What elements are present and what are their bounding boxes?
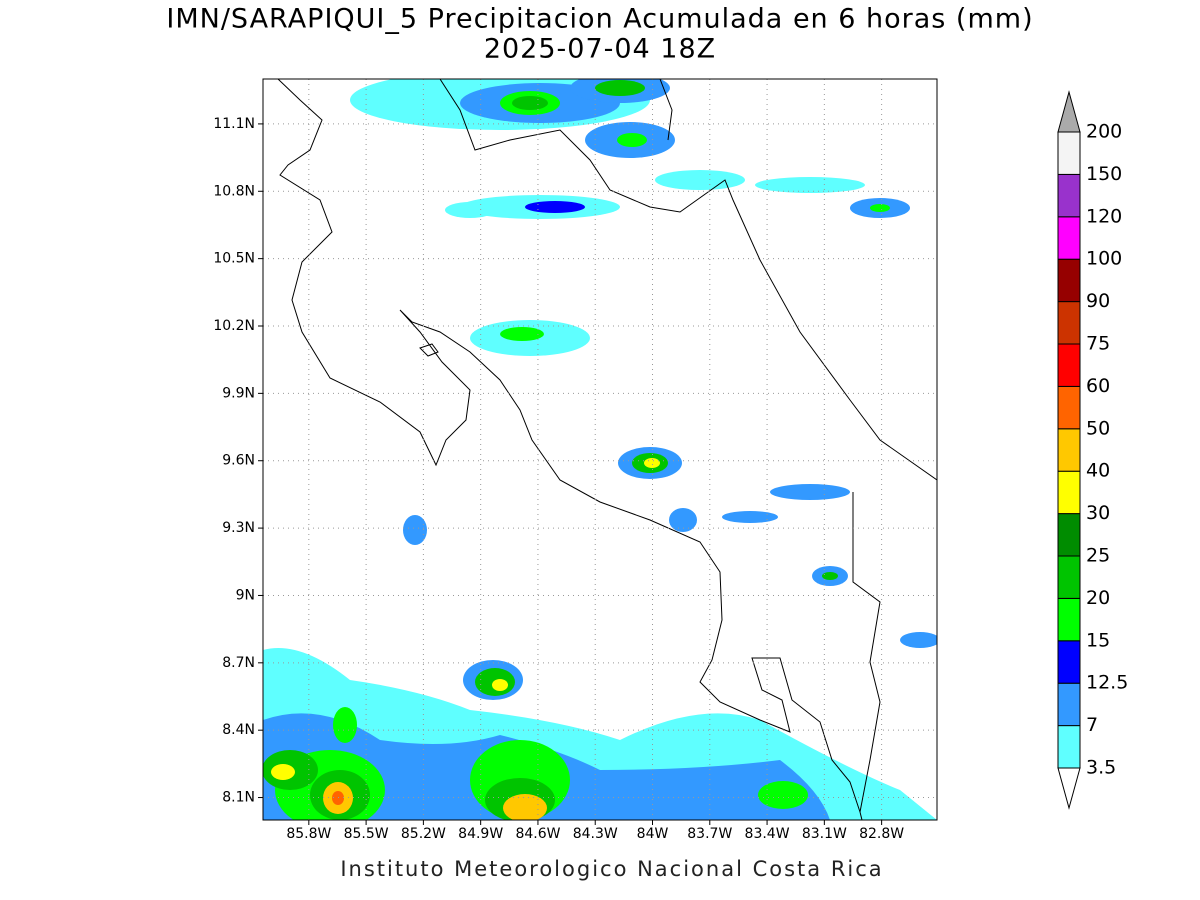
colorbar-label: 15 bbox=[1086, 629, 1110, 651]
y-tick-label: 8.4N bbox=[222, 722, 255, 738]
colorbar-swatch bbox=[1057, 513, 1081, 557]
y-tick-label: 10.2N bbox=[213, 318, 255, 334]
colorbar-label: 120 bbox=[1086, 205, 1122, 227]
colorbar-swatch bbox=[1057, 385, 1081, 430]
colorbar-label: 150 bbox=[1086, 163, 1122, 185]
colorbar-swatch bbox=[1057, 343, 1081, 387]
colorbar-swatch bbox=[1057, 428, 1081, 472]
x-tick-label: 82.8W bbox=[859, 826, 904, 842]
map-frame bbox=[262, 78, 938, 821]
colorbar-swatch bbox=[1057, 597, 1081, 642]
colorbar-extend-low bbox=[1057, 767, 1081, 810]
x-tick-label: 83.7W bbox=[687, 826, 732, 842]
colorbar-label: 75 bbox=[1086, 333, 1110, 355]
colorbar-label: 40 bbox=[1086, 460, 1110, 482]
colorbar-extend-high bbox=[1057, 90, 1081, 133]
colorbar-label: 100 bbox=[1086, 248, 1122, 270]
x-tick-label: 85.2W bbox=[401, 826, 446, 842]
x-tick-label: 83.1W bbox=[802, 826, 847, 842]
colorbar: 3.5 7 12.5 15 20 25 30 40 50 60 75 90 100 120 150 200 bbox=[1057, 90, 1128, 810]
y-tick-label: 10.5N bbox=[213, 251, 255, 267]
colorbar-label: 20 bbox=[1086, 587, 1110, 609]
x-tick-label: 85.8W bbox=[286, 826, 331, 842]
colorbar-label: 7 bbox=[1086, 714, 1098, 736]
x-tick-label: 84.9W bbox=[458, 826, 503, 842]
y-tick-label: 9.3N bbox=[222, 520, 255, 536]
colorbar-swatch bbox=[1057, 682, 1081, 727]
colorbar-swatch bbox=[1057, 173, 1081, 218]
colorbar-label: 25 bbox=[1086, 545, 1110, 567]
rain-cells bbox=[263, 79, 937, 820]
colorbar-swatch bbox=[1057, 725, 1081, 769]
colorbar-swatch bbox=[1057, 470, 1081, 515]
coastline bbox=[277, 79, 937, 820]
x-tick-label: 84.6W bbox=[515, 826, 560, 842]
y-tick-label: 10.8N bbox=[213, 183, 255, 199]
x-tick-label: 84.3W bbox=[573, 826, 618, 842]
y-tick-label: 8.7N bbox=[222, 655, 255, 671]
colorbar-swatch bbox=[1057, 555, 1081, 599]
y-tick-label: 9.6N bbox=[222, 453, 255, 469]
colorbar-swatch bbox=[1057, 258, 1081, 303]
colorbar-swatch bbox=[1057, 131, 1081, 175]
graticule: 85.8W 85.5W 85.2W 84.9W 84.6W 84.3W 84W 83.7W 83… bbox=[213, 79, 937, 842]
subtitle: 2025-07-04 18Z bbox=[484, 34, 716, 65]
colorbar-swatch bbox=[1057, 301, 1081, 345]
colorbar-swatch bbox=[1057, 640, 1081, 684]
colorbar-label: 30 bbox=[1086, 502, 1110, 524]
colorbar-label: 90 bbox=[1086, 290, 1110, 312]
colorbar-label: 60 bbox=[1086, 375, 1110, 397]
colorbar-label: 200 bbox=[1086, 121, 1122, 143]
x-tick-label: 84W bbox=[637, 826, 669, 842]
colorbar-label: 12.5 bbox=[1086, 672, 1128, 694]
x-tick-label: 83.4W bbox=[745, 826, 790, 842]
y-tick-label: 9.9N bbox=[222, 385, 255, 401]
x-tick-label: 85.5W bbox=[344, 826, 389, 842]
precip-field bbox=[263, 79, 937, 820]
y-tick-label: 9N bbox=[236, 587, 255, 603]
y-tick-label: 8.1N bbox=[222, 790, 255, 806]
y-tick-label: 11.1N bbox=[213, 116, 255, 132]
title: IMN/SARAPIQUI_5 Precipitacion Acumulada … bbox=[166, 4, 1033, 35]
footer: Instituto Meteorologico Nacional Costa R… bbox=[340, 857, 883, 881]
colorbar-label: 3.5 bbox=[1086, 757, 1116, 779]
colorbar-label: 50 bbox=[1086, 417, 1110, 439]
colorbar-swatch bbox=[1057, 216, 1081, 260]
